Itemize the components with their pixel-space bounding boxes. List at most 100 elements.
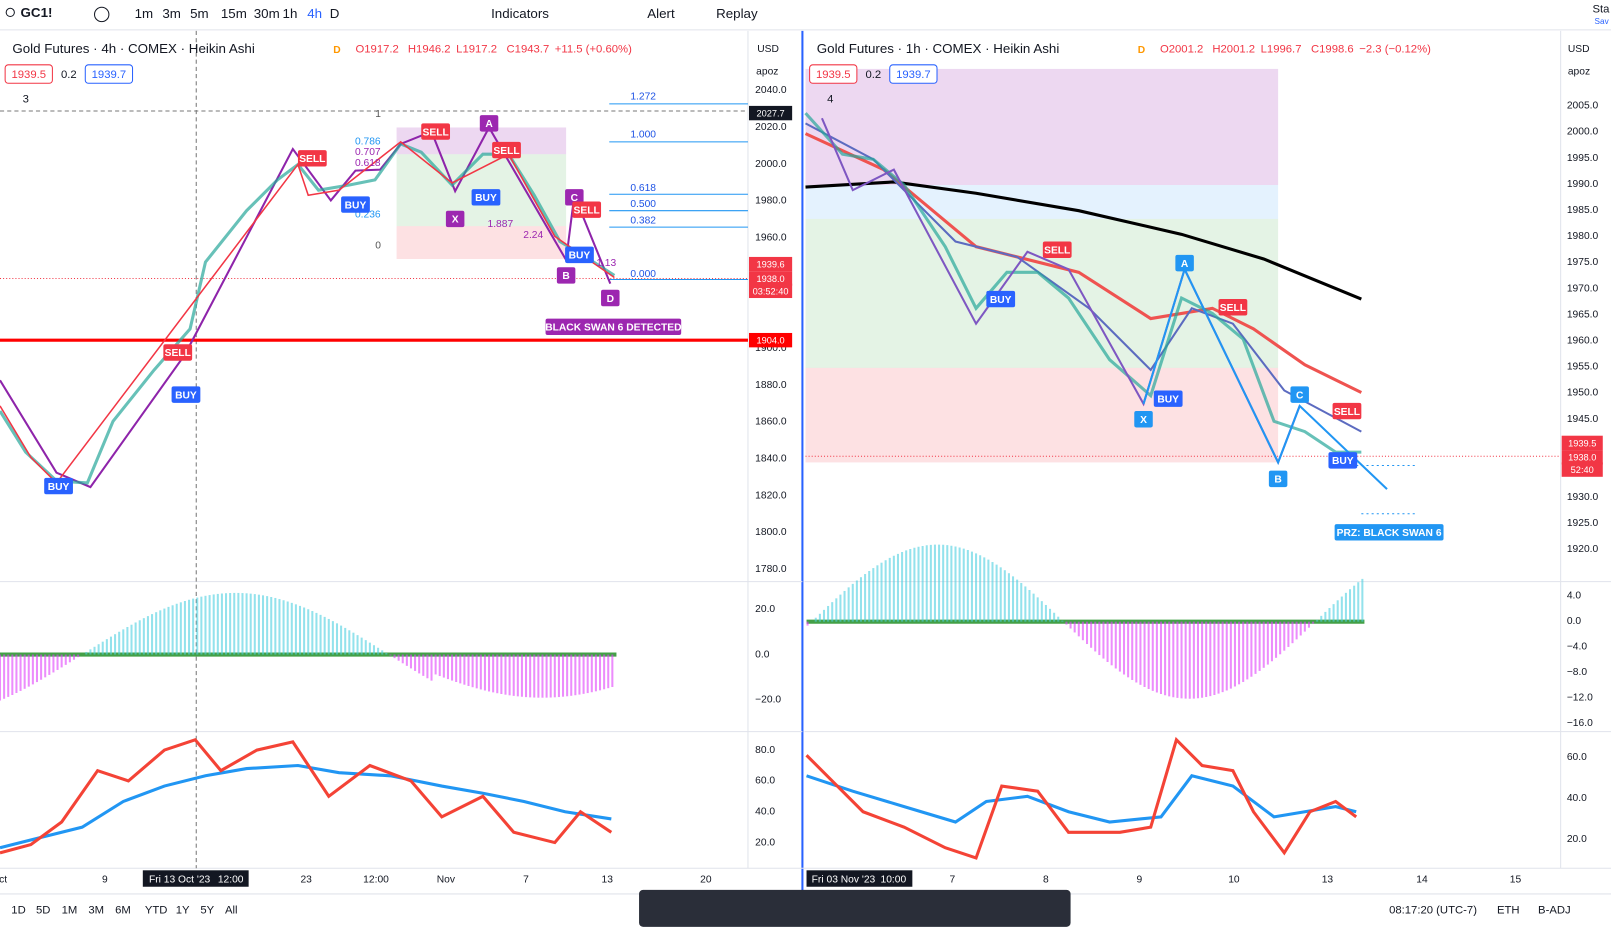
sell-box[interactable] bbox=[809, 64, 858, 84]
range-button[interactable]: 3M bbox=[88, 904, 104, 916]
chart-title: Gold Futures · 4h · COMEX · Heikin Ashi bbox=[12, 41, 255, 56]
price-axis-label: 1995.0 bbox=[1567, 153, 1599, 164]
sell-price[interactable]: 1939.5 bbox=[816, 69, 851, 81]
interval[interactable]: 5m bbox=[190, 6, 209, 21]
search-icon[interactable] bbox=[5, 7, 15, 18]
price-axis-label: 2020.0 bbox=[755, 122, 787, 133]
sell-price[interactable]: 1939.5 bbox=[11, 69, 46, 81]
price-axis-label: 1925.0 bbox=[1567, 518, 1599, 529]
range-button[interactable]: 6M bbox=[115, 904, 131, 916]
fib-label: 0.618 bbox=[355, 158, 381, 169]
indicator-count[interactable]: 4 bbox=[827, 94, 833, 106]
time-axis-label: Nov bbox=[437, 874, 456, 885]
price-axis-label: 1920.0 bbox=[1567, 544, 1599, 555]
price-axis-label: 1840.0 bbox=[755, 453, 787, 464]
currency[interactable]: USD bbox=[757, 44, 779, 55]
indicator-line bbox=[0, 738, 613, 855]
fib-zone bbox=[805, 68, 1279, 186]
price-axis-label: 1975.0 bbox=[1567, 257, 1599, 268]
interval[interactable]: 4h bbox=[307, 6, 322, 21]
signal-bg bbox=[1153, 390, 1183, 407]
ratio-label: 1.887 bbox=[488, 219, 514, 230]
time-axis-label: 15 bbox=[1510, 874, 1522, 885]
indicator-line bbox=[805, 736, 1358, 860]
fib-label: 0.618 bbox=[630, 183, 656, 194]
buy-price[interactable]: 1939.7 bbox=[92, 69, 127, 81]
indicator-line bbox=[806, 774, 1357, 824]
interval[interactable]: 1h bbox=[283, 6, 298, 21]
price-axis-label: −12.0 bbox=[1567, 693, 1593, 704]
range-button[interactable]: YTD bbox=[145, 904, 168, 916]
price-axis-label: 1955.0 bbox=[1567, 362, 1599, 373]
buy-box[interactable] bbox=[889, 64, 938, 84]
interval[interactable]: 15m bbox=[221, 6, 247, 21]
signal: BUY bbox=[1157, 394, 1179, 405]
pattern-point-bg bbox=[445, 210, 465, 228]
buy-box[interactable] bbox=[84, 64, 134, 84]
symbol[interactable]: GC1! bbox=[21, 5, 53, 20]
ohlc-high: H1946.2 bbox=[408, 43, 451, 55]
price-axis-label: 80.0 bbox=[755, 745, 775, 756]
sell-box[interactable] bbox=[4, 64, 53, 84]
price-axis-label: 4.0 bbox=[1567, 591, 1582, 602]
currency[interactable]: USD bbox=[1568, 44, 1590, 55]
pattern-point-bg bbox=[1175, 254, 1194, 272]
price-axis-label: 1820.0 bbox=[755, 490, 787, 501]
pattern-point-bg bbox=[1268, 470, 1288, 488]
price-axis-label: 1980.0 bbox=[1567, 231, 1599, 242]
signal-bg bbox=[171, 386, 201, 403]
range-button[interactable]: 1Y bbox=[176, 904, 190, 916]
buy-price[interactable]: 1939.7 bbox=[896, 69, 931, 81]
toolbar bbox=[0, 0, 1611, 30]
signal-bg bbox=[471, 189, 501, 206]
price-axis-label: 1930.0 bbox=[1567, 492, 1599, 503]
pattern-point: B bbox=[562, 271, 569, 282]
range-button[interactable]: 5Y bbox=[200, 904, 214, 916]
range-button[interactable]: All bbox=[225, 904, 238, 916]
interval[interactable]: 3m bbox=[162, 6, 181, 21]
drawing-toolbar[interactable] bbox=[639, 889, 1071, 927]
range-button[interactable]: 1M bbox=[62, 904, 78, 916]
price-series-red bbox=[0, 140, 615, 485]
fib-zone bbox=[805, 218, 1279, 368]
fib-label: 1.000 bbox=[630, 129, 656, 140]
signal-bg bbox=[341, 196, 370, 213]
adjustment[interactable]: B-ADJ bbox=[1538, 904, 1571, 916]
indicator-count[interactable]: 3 bbox=[23, 94, 29, 106]
range-button[interactable]: 5D bbox=[36, 904, 50, 916]
signal-bg bbox=[1328, 452, 1358, 469]
price-axis-label: 1970.0 bbox=[1567, 283, 1599, 294]
alert-button[interactable]: Alert bbox=[647, 6, 675, 21]
ratio-label: 2.24 bbox=[523, 230, 543, 241]
interval[interactable]: 30m bbox=[254, 6, 280, 21]
price-axis-label: 1860.0 bbox=[755, 417, 787, 428]
signal-bg bbox=[297, 150, 327, 167]
add-symbol[interactable] bbox=[94, 6, 110, 23]
pattern-point-bg bbox=[1290, 386, 1309, 403]
ohlc-high: H2001.2 bbox=[1212, 43, 1255, 55]
interval[interactable]: D bbox=[330, 6, 340, 21]
signal: BUY bbox=[48, 482, 70, 493]
scale-mode[interactable]: apoz bbox=[756, 67, 778, 78]
signal: BUY bbox=[569, 251, 591, 262]
time-axis-label: 7 bbox=[950, 874, 956, 885]
price-tag-bg bbox=[748, 271, 793, 286]
harmonic-pattern bbox=[0, 125, 612, 489]
scale-mode[interactable]: apoz bbox=[1568, 67, 1590, 78]
range-button[interactable]: 1D bbox=[11, 904, 25, 916]
pattern-point: B bbox=[1274, 475, 1281, 486]
price-axis-label: 1800.0 bbox=[755, 527, 787, 538]
session[interactable]: ETH bbox=[1497, 904, 1520, 916]
interval[interactable]: 1m bbox=[135, 6, 154, 21]
price-tag-bg bbox=[1561, 450, 1603, 465]
replay-button[interactable]: Replay bbox=[716, 6, 758, 21]
crosshair-time: 10:00 bbox=[881, 874, 907, 885]
ohlc-open: O2001.2 bbox=[1160, 43, 1203, 55]
time-axis-label: 8 bbox=[1043, 874, 1049, 885]
price-axis-label: 1980.0 bbox=[755, 196, 787, 207]
pattern-point-bg bbox=[479, 115, 499, 132]
signal: SELL bbox=[1044, 245, 1070, 256]
indicators-button[interactable]: Indicators bbox=[491, 6, 549, 21]
price-tag-bg bbox=[1561, 435, 1603, 451]
